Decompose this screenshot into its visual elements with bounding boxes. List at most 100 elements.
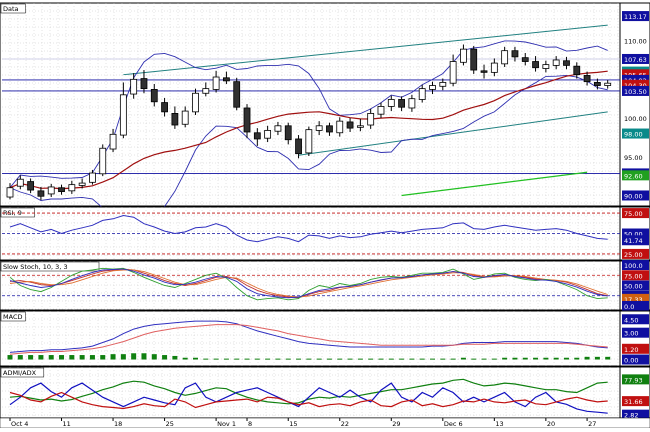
candle <box>284 125 292 141</box>
adx-tag: 31.66 <box>624 398 643 406</box>
macd-hist-bar <box>254 358 260 360</box>
macd-hist-bar <box>265 358 271 360</box>
candle <box>542 64 550 69</box>
macd-hist-bar <box>48 355 54 360</box>
price-tag-bg <box>622 53 649 64</box>
adx-tag: 77.93 <box>624 376 643 384</box>
macd-hist-bar <box>151 354 157 360</box>
date-label: 18 <box>114 420 122 428</box>
macd-tag-bg <box>622 314 649 325</box>
macd-tag: 3.00 <box>624 330 638 338</box>
macd-hist-bar <box>192 357 198 360</box>
macd-hist-bar <box>182 357 188 360</box>
candle <box>47 186 55 195</box>
candle <box>511 50 519 58</box>
price-tag: 107.63 <box>624 56 647 64</box>
macd-hist-bar <box>28 355 34 360</box>
candle <box>501 50 509 65</box>
panel-label-box-0 <box>0 3 26 14</box>
macd-hist-bar <box>471 358 477 360</box>
candle <box>573 65 581 76</box>
candle <box>429 85 436 90</box>
macd-hist-bar <box>388 358 394 360</box>
macd-hist-bar <box>120 354 126 360</box>
macd-hist-bar <box>419 358 425 360</box>
macd-hist-bar <box>38 355 44 360</box>
date-label: 29 <box>392 420 400 428</box>
macd-tag: 1.20 <box>624 346 638 354</box>
price-tag: 92.60 <box>624 172 643 180</box>
macd-hist-bar <box>59 355 65 360</box>
stoch-tag: 75.00 <box>624 272 643 280</box>
price-tag-bg <box>622 128 649 139</box>
candle <box>119 94 127 136</box>
candle <box>223 77 230 82</box>
macd-hist-bar <box>203 358 209 360</box>
macd-hist-bar <box>584 356 590 360</box>
macd-hist-bar <box>430 358 436 360</box>
candle <box>181 110 189 125</box>
stoch-tag: 0.0 <box>624 303 634 311</box>
panel-frame-3 <box>0 310 650 367</box>
macd-hist-bar <box>162 355 168 360</box>
candle <box>552 59 560 66</box>
macd-hist-bar <box>141 353 147 360</box>
candle <box>58 187 65 193</box>
panel-frame-4 <box>0 366 650 419</box>
stoch-line-1 <box>9 269 608 298</box>
macd-hist-bar <box>131 353 137 360</box>
stoch-tag-bg <box>622 270 649 281</box>
candle <box>243 107 251 133</box>
macd-hist-bar <box>533 357 539 360</box>
macd-hist-bar <box>223 358 229 360</box>
upper-channel-line <box>123 24 608 76</box>
candle <box>212 76 220 90</box>
candle <box>253 132 261 140</box>
candle <box>490 62 498 73</box>
candle <box>480 70 488 73</box>
rsi-tag-bg <box>622 248 649 259</box>
panel-label-2: Slow Stoch, 10, 3, 3 <box>3 263 68 271</box>
macd-line-0 <box>9 320 608 353</box>
panel-label-box-4 <box>0 367 45 378</box>
adx-tag-bg <box>622 374 649 385</box>
candle <box>274 125 282 132</box>
macd-hist-bar <box>234 358 240 360</box>
price-tag-bg <box>622 85 649 96</box>
y-tick-label: 95.00 <box>624 154 643 162</box>
adx-tag: 2.82 <box>624 412 638 420</box>
price-tag: 104.30 <box>624 82 647 90</box>
candle <box>387 99 395 107</box>
candle <box>37 190 45 197</box>
candle <box>27 181 35 191</box>
bollinger-upper <box>9 40 608 188</box>
macd-hist-bar <box>100 355 106 360</box>
moving-average <box>9 70 608 190</box>
macd-hist-bar <box>337 358 343 360</box>
price-tag: 103.50 <box>624 88 647 96</box>
price-tag: 98.00 <box>624 131 643 139</box>
macd-hist-bar <box>502 357 508 360</box>
macd-hist-bar <box>450 358 456 360</box>
date-label: 20 <box>547 420 555 428</box>
date-label: 15 <box>289 420 297 428</box>
candle <box>593 82 601 86</box>
date-label: 22 <box>341 420 349 428</box>
macd-hist-bar <box>378 358 384 360</box>
price-tag-bg <box>622 69 649 80</box>
candle <box>233 81 241 108</box>
candle <box>439 82 447 87</box>
date-label: 13 <box>495 420 503 428</box>
stoch-line-2 <box>9 267 608 301</box>
panel-label-box-2 <box>0 261 100 272</box>
macd-tag: 0.00 <box>624 357 638 365</box>
candle <box>99 147 107 175</box>
macd-hist-bar <box>594 356 600 360</box>
stoch-tag-bg <box>622 293 649 304</box>
macd-hist-bar <box>481 358 487 360</box>
candle <box>563 60 570 66</box>
rsi-line <box>9 214 608 243</box>
candle <box>604 82 612 86</box>
candle <box>192 92 199 113</box>
